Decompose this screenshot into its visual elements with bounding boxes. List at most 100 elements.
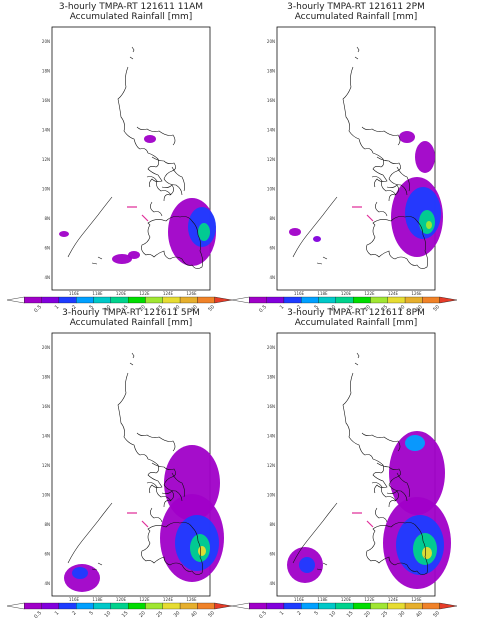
colorbar-swatch — [24, 296, 42, 304]
lat-label: 10N — [267, 187, 275, 192]
storm-track — [127, 512, 149, 528]
lat-label: 10N — [42, 493, 50, 498]
lon-label: 118E — [317, 597, 328, 602]
lat-label: 14N — [42, 434, 50, 439]
colorbar-swatch — [197, 602, 215, 610]
colorbar-label: 0.5 — [258, 610, 268, 620]
rain-area — [405, 435, 425, 451]
colorbar-swatch — [162, 296, 181, 304]
colorbar-swatch — [110, 296, 129, 304]
colorbar-swatch — [24, 602, 42, 610]
colorbar-swatch — [41, 602, 60, 610]
panel-title: 3-hourly TMPA-RT 121611 11AM — [59, 2, 203, 12]
colorbar-label: 40 — [190, 304, 199, 313]
colorbar-end — [214, 296, 233, 304]
colorbar-end — [6, 602, 25, 610]
rain-area — [289, 228, 301, 236]
rain-area — [299, 557, 315, 573]
colorbar-swatch — [318, 296, 336, 304]
colorbar-label: 1 — [279, 610, 285, 616]
map-panel: 3-hourly TMPA-RT 121611 11AMAccumulated … — [6, 2, 233, 314]
colorbar-swatch — [266, 602, 285, 610]
colorbar-swatch — [145, 602, 163, 610]
lon-label: 122E — [139, 597, 150, 602]
lat-label: 8N — [269, 216, 275, 221]
lat-label: 4N — [269, 581, 275, 586]
colorbar-label: 15 — [121, 304, 130, 313]
colorbar-label: 25 — [155, 304, 164, 313]
lat-label: 6N — [44, 552, 50, 557]
colorbar-label: 40 — [415, 610, 424, 619]
colorbar-swatch — [110, 602, 129, 610]
rain-area — [128, 251, 140, 259]
colorbar-swatch — [387, 296, 406, 304]
lat-label: 14N — [267, 434, 275, 439]
lat-label: 20N — [267, 345, 275, 350]
colorbar-label: 5 — [88, 304, 94, 310]
colorbar-swatch — [353, 296, 371, 304]
lon-label: 116E — [69, 597, 80, 602]
lat-label: 16N — [42, 404, 50, 409]
lat-label: 18N — [42, 375, 50, 380]
rain-area — [144, 135, 156, 143]
lat-label: 8N — [44, 216, 50, 221]
lon-label: 126E — [411, 597, 422, 602]
colorbar-end — [231, 602, 250, 610]
lon-label: 120E — [341, 597, 352, 602]
rain-area — [426, 221, 432, 229]
panel-title: 3-hourly TMPA-RT 121611 5PM — [62, 308, 200, 318]
colorbar: 0.5 1 2 5 10 15 20 25 30 40 50 — [231, 602, 458, 620]
rain-area — [415, 141, 435, 173]
lat-label: 12N — [42, 463, 50, 468]
lat-label: 4N — [44, 581, 50, 586]
colorbar-swatch — [58, 296, 77, 304]
lon-label: 124E — [388, 291, 399, 296]
colorbar-label: 50 — [207, 304, 216, 313]
colorbar-swatch — [58, 602, 77, 610]
rain-area — [422, 547, 432, 559]
lon-label: 120E — [116, 291, 127, 296]
lat-label: 18N — [267, 69, 275, 74]
colorbar-label: 1 — [279, 304, 285, 310]
colorbar-end — [439, 602, 458, 610]
lat-label: 14N — [42, 128, 50, 133]
lat-label: 18N — [42, 69, 50, 74]
colorbar-label: 25 — [380, 304, 389, 313]
rain-area — [419, 210, 435, 234]
colorbar-swatch — [249, 602, 267, 610]
panel-title: 3-hourly TMPA-RT 121611 2PM — [287, 2, 425, 12]
lat-label: 16N — [267, 98, 275, 103]
map: 20N 18N 16N 14N 12N 10N 8N 6N 4N 116E 118E 120E 122E… — [267, 26, 443, 296]
lat-label: 4N — [44, 275, 50, 280]
colorbar-label: 50 — [432, 610, 441, 619]
rain-area — [313, 236, 321, 242]
colorbar-swatch — [76, 296, 94, 304]
colorbar-swatch — [249, 296, 267, 304]
panels: 3-hourly TMPA-RT 121611 11AM Accumulated … — [6, 2, 458, 620]
lat-label: 12N — [267, 157, 275, 162]
colorbar-label: 40 — [190, 610, 199, 619]
lat-label: 12N — [267, 463, 275, 468]
lon-label: 124E — [388, 597, 399, 602]
rain-area — [399, 131, 415, 143]
rain-area — [198, 223, 210, 241]
colorbar-label: 5 — [313, 304, 319, 310]
colorbar-swatch — [266, 296, 285, 304]
lon-label: 118E — [317, 291, 328, 296]
rain-area — [198, 546, 206, 556]
colorbar-swatch — [353, 602, 371, 610]
colorbar-label: 30 — [398, 304, 407, 313]
colorbar-swatch — [404, 296, 423, 304]
colorbar-end — [439, 296, 458, 304]
colorbar-swatch — [41, 296, 60, 304]
colorbar-swatch — [283, 296, 302, 304]
colorbar-label: 0.5 — [258, 304, 268, 314]
colorbar-swatch — [283, 602, 302, 610]
colorbar-label: 20 — [138, 304, 147, 313]
colorbar-label: 2 — [296, 610, 302, 616]
panel-subtitle: Accumulated Rainfall [mm] — [70, 318, 193, 328]
panel-title: 3-hourly TMPA-RT 121611 8PM — [287, 308, 425, 318]
colorbar-swatch — [162, 602, 181, 610]
